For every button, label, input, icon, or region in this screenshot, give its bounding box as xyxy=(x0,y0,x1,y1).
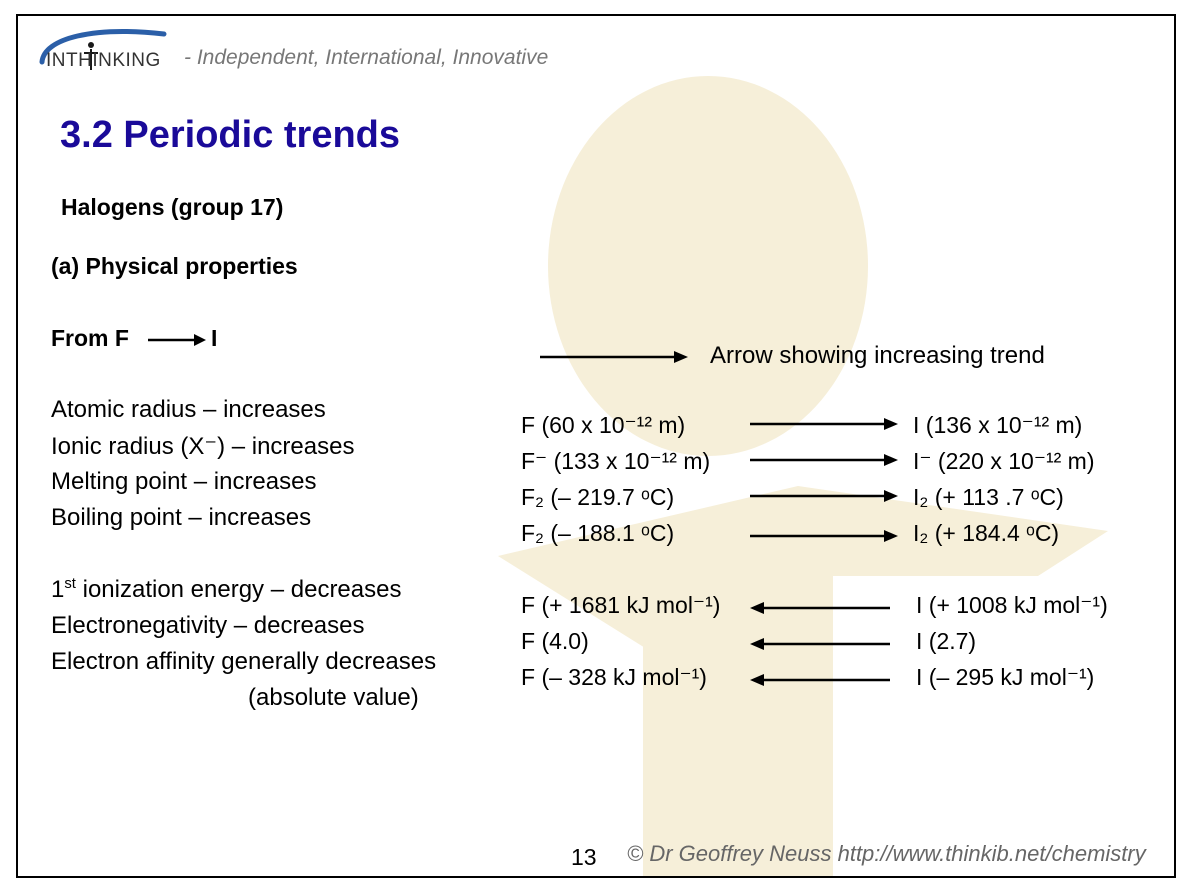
ionization-energy-f: F (+ 1681 kJ mol⁻¹) xyxy=(521,592,721,618)
boiling-point-f: F₂ (– 188.1 ᵒC) xyxy=(521,520,675,546)
footer-credit: © Dr Geoffrey Neuss http://www.thinkib.n… xyxy=(627,841,1146,866)
melting-point-f: F₂ (– 219.7 ᵒC) xyxy=(521,484,675,510)
property-melting-point: Melting point – increases xyxy=(51,468,317,495)
legend-text: Arrow showing increasing trend xyxy=(710,342,1045,369)
melting-point-i: I₂ (+ 113 .7 ᵒC) xyxy=(913,484,1064,510)
increase-arrow-icon xyxy=(750,418,898,430)
electron-affinity-f: F (– 328 kJ mol⁻¹) xyxy=(521,664,707,690)
increase-arrow-icon xyxy=(750,530,898,542)
from-label: From F xyxy=(51,325,129,351)
slide: INTHINKING - Independent, International,… xyxy=(16,14,1176,878)
decrease-arrow-icon xyxy=(750,638,890,650)
property-ionization-energy: 1st ionization energy – decreases xyxy=(51,576,402,603)
electronegativity-f: F (4.0) xyxy=(521,628,589,654)
section-heading: (a) Physical properties xyxy=(51,253,298,279)
watermark-figure xyxy=(498,76,1108,876)
legend-arrow-icon xyxy=(540,351,688,363)
property-electronegativity: Electronegativity – decreases xyxy=(51,612,365,639)
ionic-radius-i: I⁻ (220 x 10⁻¹² m) xyxy=(913,448,1095,474)
electronegativity-i: I (2.7) xyxy=(916,628,977,654)
boiling-point-i: I₂ (+ 184.4 ᵒC) xyxy=(913,520,1060,546)
atomic-radius-i: I (136 x 10⁻¹² m) xyxy=(913,412,1083,438)
ionization-energy-i: I (+ 1008 kJ mol⁻¹) xyxy=(916,592,1108,618)
property-ionic-radius: Ionic radius (X⁻) – increases xyxy=(51,433,355,460)
page-number: 13 xyxy=(571,844,597,870)
to-label: I xyxy=(211,325,218,351)
right-arrow-icon xyxy=(148,334,206,346)
decrease-arrow-icon xyxy=(750,674,890,686)
tagline: - Independent, International, Innovative xyxy=(184,46,549,69)
increase-arrow-icon xyxy=(750,490,898,502)
electron-affinity-i: I (– 295 kJ mol⁻¹) xyxy=(916,664,1095,690)
property-boiling-point: Boiling point – increases xyxy=(51,504,312,531)
increase-arrow-icon xyxy=(750,454,898,466)
property-electron-affinity: Electron affinity generally decreases xyxy=(51,648,437,675)
ionic-radius-f: F⁻ (133 x 10⁻¹² m) xyxy=(521,448,711,474)
decrease-arrow-icon xyxy=(750,602,890,614)
property-absolute-value-note: (absolute value) xyxy=(248,684,419,711)
subtitle: Halogens (group 17) xyxy=(61,194,284,220)
inthinking-logo-icon xyxy=(39,29,167,70)
atomic-radius-f: F (60 x 10⁻¹² m) xyxy=(521,412,686,438)
property-atomic-radius: Atomic radius – increases xyxy=(51,396,326,423)
page-title: 3.2 Periodic trends xyxy=(60,114,401,156)
logo-text: INTHINKING xyxy=(46,50,161,71)
